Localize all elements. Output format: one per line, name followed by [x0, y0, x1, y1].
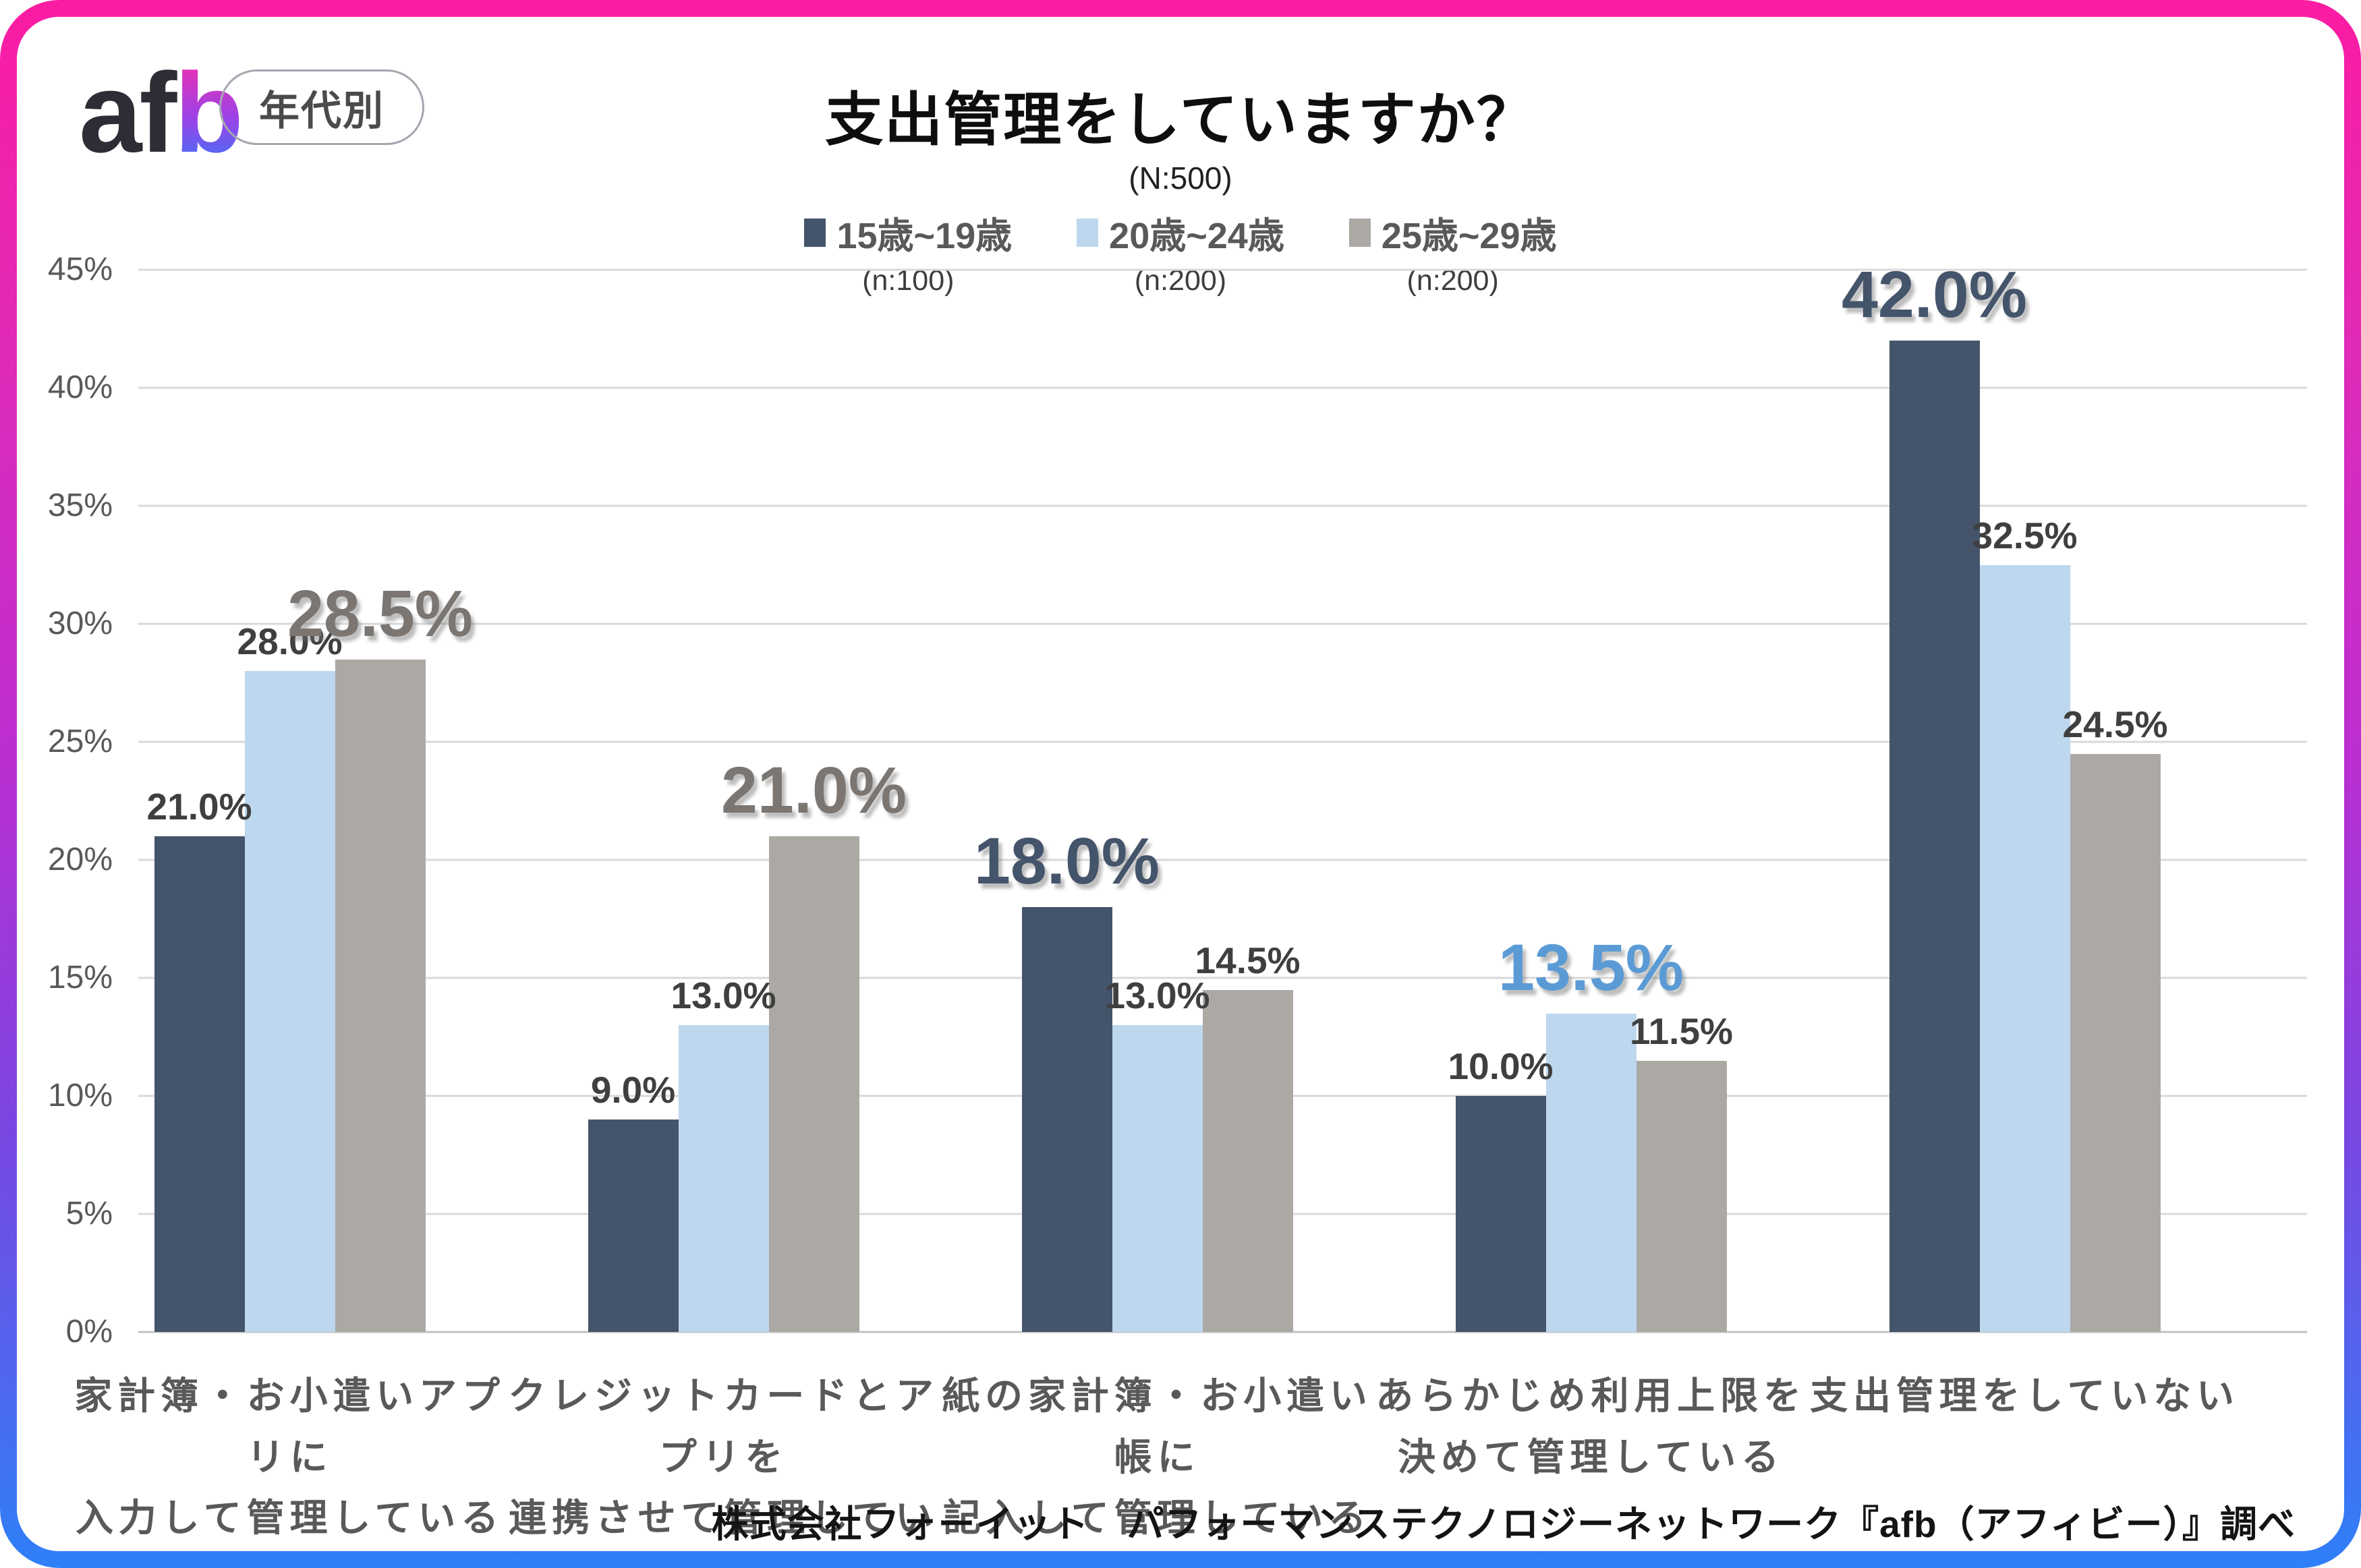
y-tick-label-40: 40%: [47, 370, 113, 405]
y-tick-label-10: 10%: [47, 1078, 113, 1113]
legend-label: 20歳~24歳: [1109, 216, 1284, 256]
gridline-45: [138, 268, 2307, 271]
category-label-2: 紙の家計簿・お小遣い帳に 記入して管理している: [942, 1374, 1373, 1540]
bar-series1-cat3: [1545, 1013, 1637, 1332]
age-group-badge: 年代別: [219, 69, 424, 145]
value-label-series1-cat4: 32.5%: [1972, 514, 2078, 556]
y-tick-label-35: 35%: [47, 488, 113, 523]
gridline-0: [138, 1331, 2307, 1333]
gridline-30: [138, 622, 2307, 625]
category-label-0: 家計簿・お小遣いアプリに 入力して管理している: [74, 1374, 505, 1540]
gridline-20: [138, 859, 2307, 861]
category-slot-3: 10.0% 13.5% 11.5%: [1374, 270, 1808, 1332]
value-label-series2-cat2: 14.5%: [1195, 939, 1301, 981]
value-label-series1-cat1: 13.0%: [671, 975, 776, 1016]
value-label-series1-cat3: 13.5%: [1498, 930, 1684, 1004]
bar-series2-cat2: [1202, 989, 1293, 1332]
category-slot-4: 42.0% 32.5% 24.5%: [1808, 262, 2242, 1332]
value-label-series0-cat4: 42.0%: [1841, 258, 2028, 331]
bar-series2-cat0: [335, 659, 426, 1332]
category-label-4: 支出管理をしていない: [1810, 1374, 2240, 1417]
gridline-35: [138, 504, 2307, 507]
bar-series0-cat2: [1021, 907, 1112, 1332]
legend-marker-icon: [1348, 218, 1371, 247]
y-tick-label-20: 20%: [47, 842, 113, 877]
y-tick-label-25: 25%: [47, 724, 113, 759]
category-slot-0: 21.0% 28.0% 28.5%: [73, 270, 507, 1332]
bar-series0-cat3: [1455, 1096, 1546, 1332]
gridline-15: [138, 977, 2307, 979]
bar-series2-cat4: [2070, 753, 2161, 1332]
bar-series0-cat0: [154, 836, 245, 1332]
bar-series2-cat3: [1636, 1060, 1727, 1332]
y-axis-labels: 0% 5% 10% 15% 20% 25% 30% 35% 40% 45%: [17, 254, 125, 1348]
bar-series2-cat1: [768, 836, 859, 1332]
category-label-1: クレジットカードとアプリを連携させて管理している: [508, 1374, 939, 1540]
source-credit: 株式会社フォーイット パフォーマンステクノロジーネットワーク『afb（アフィビー…: [711, 1503, 2296, 1545]
legend-marker-icon: [804, 218, 826, 247]
value-label-series2-cat3: 11.5%: [1630, 1010, 1733, 1052]
value-label-series2-cat1: 21.0%: [720, 753, 907, 827]
legend-label: 25歳~29歳: [1381, 216, 1557, 256]
y-tick-label-0: 0%: [65, 1314, 113, 1349]
bar-series1-cat0: [244, 671, 335, 1332]
y-tick-label-15: 15%: [47, 960, 113, 996]
bar-series1-cat1: [678, 1025, 769, 1332]
badge-label: 年代別: [259, 88, 385, 134]
legend-marker-icon: [1077, 218, 1099, 247]
category-labels: 家計簿・お小遣いアプリに 入力して管理している クレジットカードとアプリを 連携させて…: [73, 1366, 2242, 1551]
bars-row: 21.0% 28.0% 28.5% 9.0% 13.0% 21.0% 18.0% 13.0% 1…: [73, 262, 2242, 1332]
value-label-series0-cat0: 21.0%: [146, 786, 252, 827]
bar-series1-cat2: [1112, 1025, 1203, 1332]
y-tick-label-5: 5%: [65, 1196, 113, 1231]
bar-series0-cat4: [1889, 341, 1980, 1332]
value-label-series0-cat2: 18.0%: [973, 824, 1160, 898]
logo-text-af: af: [79, 49, 177, 176]
value-label-series2-cat0: 28.5%: [287, 576, 474, 650]
category-slot-1: 9.0% 13.0% 21.0%: [507, 270, 940, 1332]
bar-series0-cat1: [588, 1120, 679, 1332]
category-slot-2: 18.0% 13.0% 14.5%: [940, 270, 1374, 1332]
gridline-40: [138, 386, 2307, 389]
value-label-series1-cat2: 13.0%: [1104, 975, 1210, 1016]
category-label-3: あらかじめ利用上限を 決めて管理している: [1375, 1374, 1807, 1478]
chart-title: 支出管理をしていますか？: [825, 88, 1536, 152]
y-tick-label-30: 30%: [47, 606, 113, 642]
gridline-25: [138, 741, 2307, 743]
bar-series1-cat4: [1979, 564, 2070, 1332]
sample-size-label: (N:500): [1129, 161, 1232, 196]
value-label-series1-cat0: 28.0%: [237, 620, 343, 663]
value-label-series2-cat4: 24.5%: [2062, 703, 2168, 745]
value-label-series0-cat3: 10.0%: [1448, 1045, 1554, 1088]
chart-card: afb 年代別 支出管理をしていますか？ (N:500) 15歳~19歳 (n:1…: [17, 17, 2344, 1551]
value-label-series0-cat1: 9.0%: [590, 1069, 676, 1111]
y-tick-label-45: 45%: [47, 252, 113, 287]
legend-label: 15歳~19歳: [836, 216, 1013, 256]
